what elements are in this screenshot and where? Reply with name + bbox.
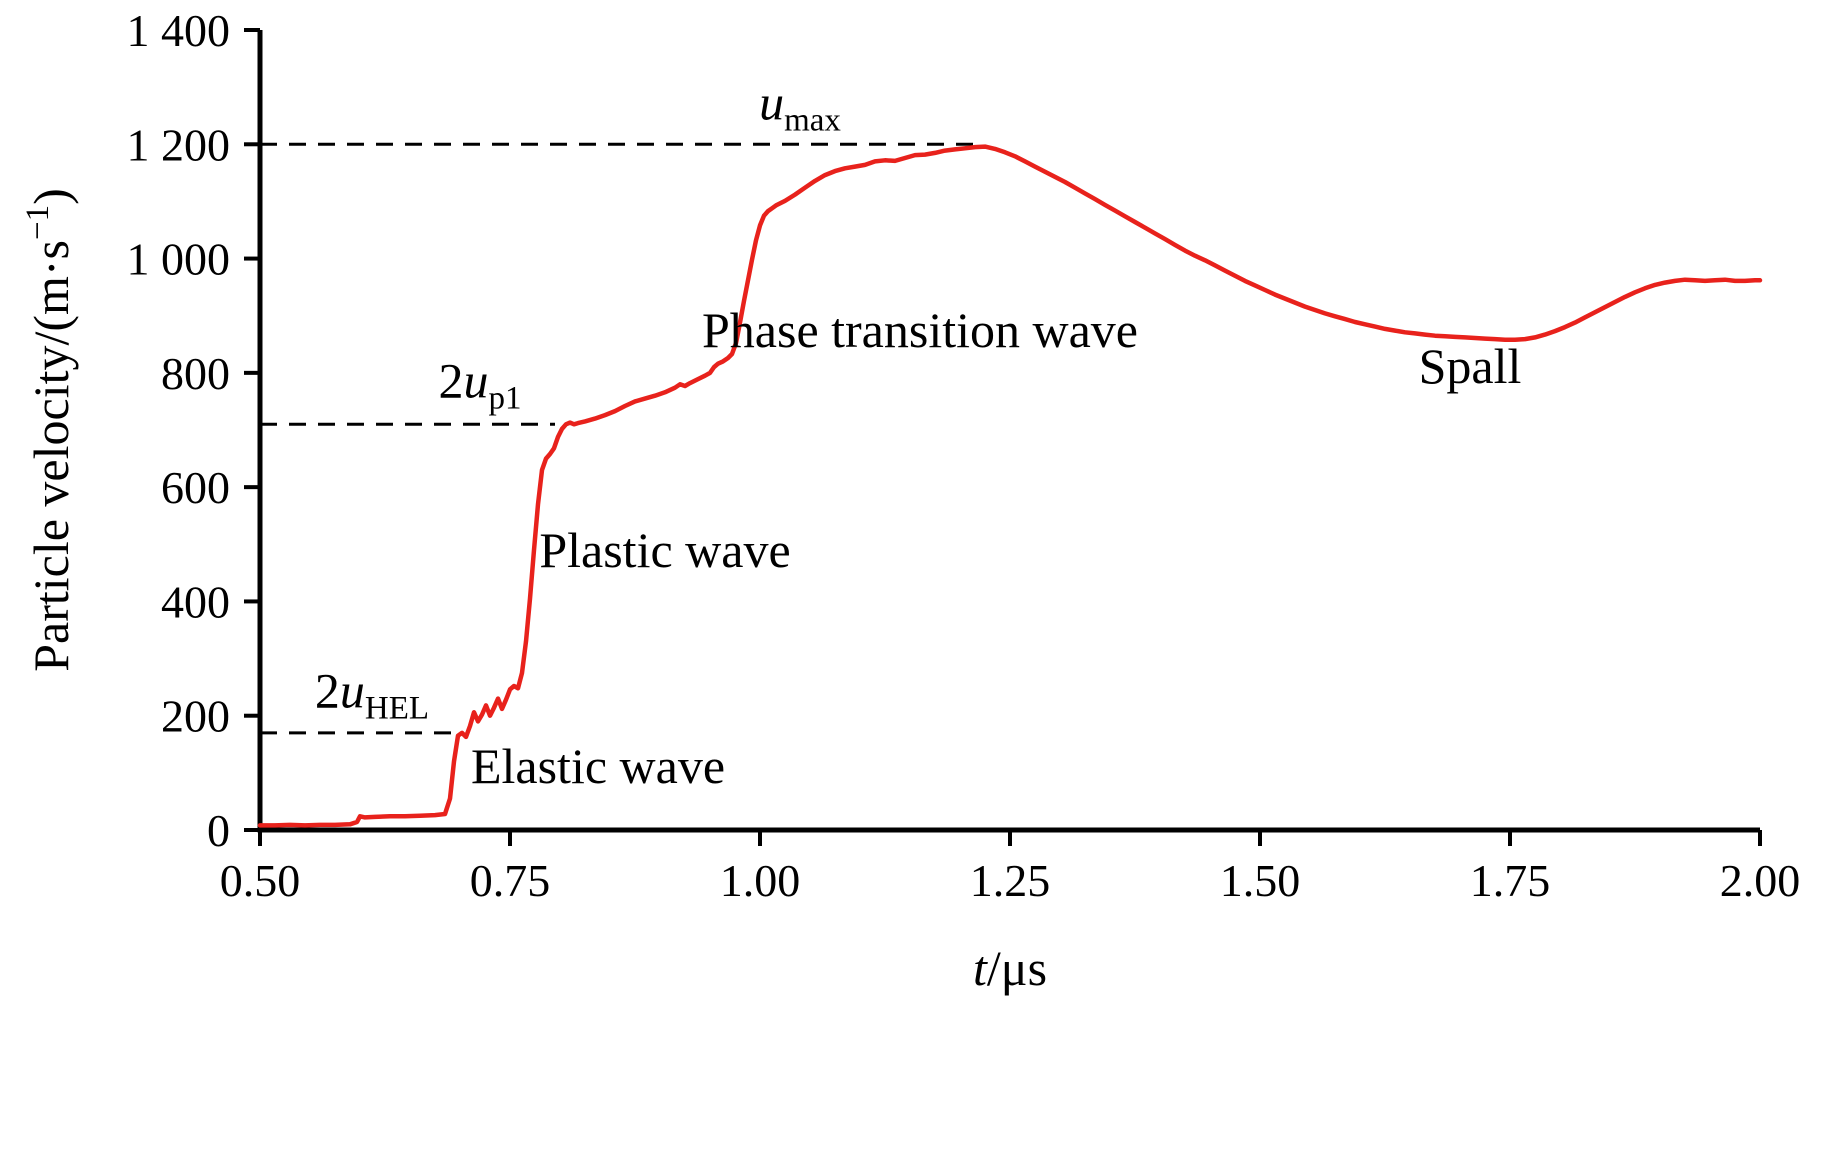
x-tick-label: 1.25 — [970, 855, 1051, 906]
x-tick-label: 1.50 — [1220, 855, 1301, 906]
y-tick-label: 1 400 — [127, 5, 231, 56]
x-axis-title: t/μs — [973, 940, 1047, 996]
y-tick-label: 400 — [161, 576, 230, 627]
y-tick-label: 0 — [207, 805, 230, 856]
y-tick-label: 800 — [161, 348, 230, 399]
plastic-wave-label: Plastic wave — [539, 522, 790, 578]
u-max-label: umax — [759, 75, 841, 139]
x-tick-label: 1.00 — [720, 855, 801, 906]
velocity-curve — [257, 144, 1763, 828]
x-tick-label: 2.00 — [1720, 855, 1801, 906]
2uhel-label: 2uHEL — [315, 663, 429, 727]
elastic-wave-label: Elastic wave — [471, 738, 725, 794]
y-tick-label: 200 — [161, 691, 230, 742]
y-tick-label: 1 000 — [127, 234, 231, 285]
x-tick-label: 0.50 — [220, 855, 301, 906]
2up1-label: 2up1 — [439, 352, 522, 416]
y-tick-label: 600 — [161, 462, 230, 513]
y-axis-title: Particle velocity/(m·s−1) — [20, 188, 79, 672]
spall-label: Spall — [1419, 338, 1522, 394]
y-tick-label: 1 200 — [127, 119, 231, 170]
x-tick-label: 1.75 — [1470, 855, 1551, 906]
x-tick-label: 0.75 — [470, 855, 551, 906]
phase-transition-wave-label: Phase transition wave — [702, 302, 1138, 358]
